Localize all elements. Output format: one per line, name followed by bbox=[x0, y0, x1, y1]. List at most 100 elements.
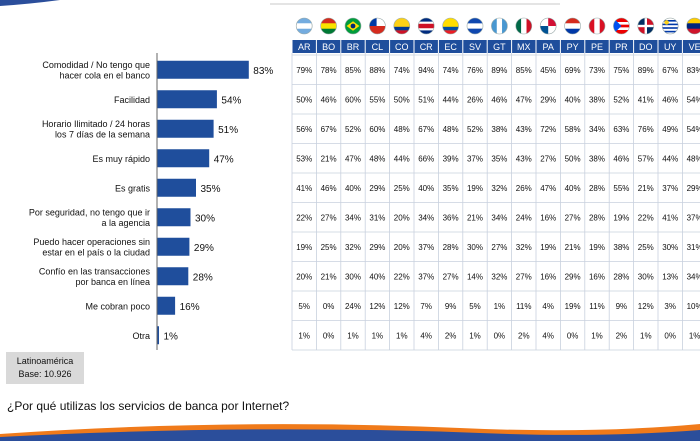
table-cell: 27% bbox=[491, 243, 507, 252]
bar bbox=[157, 237, 190, 256]
country-code: GT bbox=[493, 42, 506, 52]
table-cell: 13% bbox=[662, 272, 678, 281]
flag-fill bbox=[442, 18, 459, 34]
table-cell: 24% bbox=[345, 302, 361, 311]
flag-row bbox=[295, 17, 700, 35]
flag-quarter bbox=[647, 27, 654, 34]
flag-fill bbox=[320, 18, 337, 34]
table-cell: 40% bbox=[345, 184, 361, 193]
table-cell: 3% bbox=[664, 302, 676, 311]
flag-band bbox=[296, 18, 313, 24]
flag-rim bbox=[661, 17, 679, 35]
flag-rim bbox=[344, 17, 362, 35]
venezuela-flag-icon bbox=[686, 17, 700, 35]
flag-quarter bbox=[647, 18, 654, 25]
flag-band bbox=[418, 23, 435, 29]
flag-rim bbox=[369, 17, 386, 35]
bar-value-label: 83% bbox=[253, 66, 273, 77]
table-header-cell bbox=[658, 40, 682, 53]
table-cell: 29% bbox=[540, 95, 556, 104]
table-cell: 24% bbox=[516, 213, 532, 222]
flag-band bbox=[296, 28, 313, 34]
flag-fill bbox=[393, 18, 410, 34]
table-cell: 52% bbox=[467, 125, 483, 134]
category-label: hacer cola en el banco bbox=[59, 71, 150, 81]
flag-quarter bbox=[637, 18, 645, 25]
bar-value-label: 30% bbox=[195, 213, 215, 224]
table-cell: 22% bbox=[638, 213, 654, 222]
category-label: a la agencia bbox=[101, 218, 150, 228]
table-cell: 19% bbox=[296, 243, 312, 252]
chile-flag-icon bbox=[369, 17, 386, 35]
flag-band bbox=[393, 30, 410, 34]
flag-fill bbox=[540, 18, 557, 34]
table-cell: 73% bbox=[589, 66, 605, 75]
table-cell: 19% bbox=[613, 213, 629, 222]
category-label: Es gratis bbox=[115, 183, 151, 193]
flag-band bbox=[496, 18, 503, 34]
table-cell: 75% bbox=[613, 66, 629, 75]
table-header-cell bbox=[585, 40, 609, 53]
peru-flag-icon bbox=[588, 17, 606, 35]
puerto-rico-flag-icon bbox=[613, 17, 630, 35]
table-cell: 47% bbox=[540, 184, 556, 193]
table-header-cell bbox=[536, 40, 560, 53]
table-cell: 5% bbox=[298, 302, 310, 311]
country-code: PY bbox=[567, 42, 579, 52]
table-cell: 27% bbox=[540, 154, 556, 163]
table-cell: 22% bbox=[394, 272, 410, 281]
category-label: Horario Ilimitado / 24 horas bbox=[42, 119, 151, 129]
table-cell: 28% bbox=[613, 272, 629, 281]
table-cell: 4% bbox=[420, 331, 432, 340]
flag-globe bbox=[350, 23, 356, 29]
question-caption: ¿Por qué utilizas los servicios de banca… bbox=[7, 399, 290, 413]
table-cell: 88% bbox=[369, 66, 385, 75]
table-cell: 32% bbox=[516, 243, 532, 252]
table-cell: 0% bbox=[323, 302, 335, 311]
table-cell: 57% bbox=[638, 154, 654, 163]
country-code: CL bbox=[372, 42, 384, 52]
country-table: AR BO BR CL CO CR EC SV GT MX PA PY PE PR DO UY VE 79% 78%… bbox=[291, 40, 700, 351]
table-cell: 46% bbox=[613, 154, 629, 163]
table-cell: 11% bbox=[589, 302, 604, 311]
table-cell: 74% bbox=[443, 66, 459, 75]
table-cell: 63% bbox=[613, 125, 629, 134]
flag-fill bbox=[637, 18, 654, 34]
flag-triangle bbox=[613, 18, 622, 34]
flag-band bbox=[589, 18, 595, 34]
flag-band bbox=[442, 26, 459, 31]
country-code: EC bbox=[444, 42, 457, 52]
table-header-cell bbox=[414, 40, 438, 53]
flag-rim bbox=[491, 17, 508, 35]
table-cell: 29% bbox=[369, 184, 385, 193]
table-cell: 31% bbox=[687, 243, 700, 252]
swoosh-blue bbox=[0, 429, 700, 441]
flag-fill bbox=[589, 18, 605, 34]
flag-fill bbox=[467, 18, 483, 34]
category-label: Otra bbox=[132, 331, 150, 341]
table-cell: 34% bbox=[345, 213, 361, 222]
category-label: Me cobran poco bbox=[85, 301, 150, 311]
country-code: MX bbox=[517, 42, 531, 52]
bar bbox=[157, 326, 159, 345]
table-cell: 89% bbox=[638, 66, 654, 75]
category-label: Comodidad / No tengo que bbox=[42, 60, 150, 70]
table-header-cell bbox=[682, 40, 700, 53]
flag-band bbox=[613, 27, 630, 30]
table-cell: 67% bbox=[321, 125, 337, 134]
table-cell: 94% bbox=[418, 66, 434, 75]
table-cell: 28% bbox=[443, 243, 459, 252]
category-label: Confío en las transacciones bbox=[39, 267, 151, 277]
base-note: Latinoamérica Base: 10.926 bbox=[6, 352, 84, 384]
table-header-cell bbox=[487, 40, 512, 53]
flag-stripe bbox=[662, 30, 679, 33]
flag-rim bbox=[637, 17, 655, 35]
category-label: estar en el país o la ciudad bbox=[42, 248, 150, 258]
paraguay-flag-icon bbox=[564, 17, 581, 35]
table-cell: 40% bbox=[565, 184, 581, 193]
table-header-cell bbox=[292, 40, 316, 53]
flag-fill bbox=[369, 18, 386, 34]
table-header-cell bbox=[634, 40, 658, 53]
table-cell: 35% bbox=[443, 184, 459, 193]
table-cell: 60% bbox=[345, 95, 361, 104]
